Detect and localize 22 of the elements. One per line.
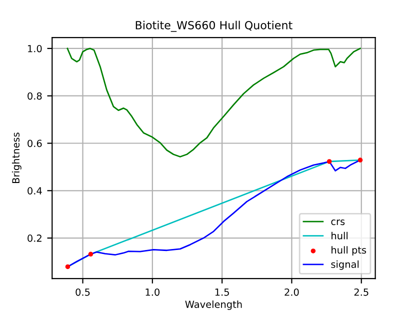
- legend-label: hull: [332, 232, 348, 240]
- point: [358, 158, 363, 162]
- legend-label: hull pts: [332, 246, 366, 256]
- y-axis-title: Brightness: [12, 132, 22, 184]
- x-tick-label: 2.5: [354, 288, 368, 296]
- y-tick-label: 0.4: [28, 187, 42, 194]
- x-tick-label: 2.0: [284, 288, 299, 296]
- point: [65, 264, 70, 270]
- x-tick-label: 1.0: [146, 288, 160, 296]
- y-tick-label: 0.6: [28, 140, 42, 148]
- point: [88, 252, 94, 257]
- y-tick-label: 1.0: [28, 44, 42, 52]
- point: [326, 159, 332, 164]
- legend-label: signal: [331, 260, 359, 270]
- x-tick-label: 1.5: [215, 288, 229, 296]
- legend-label: crs: [331, 220, 345, 226]
- y-tick-label: 0.8: [28, 92, 42, 100]
- x-axis-title: Wavelength: [185, 300, 242, 310]
- x-tick-label: 0.5: [76, 288, 90, 296]
- line-series: [66, 48, 361, 158]
- chart-title: Biotite_WS660 Hull Quotient: [136, 20, 292, 32]
- y-tick-label: 0.2: [28, 234, 42, 242]
